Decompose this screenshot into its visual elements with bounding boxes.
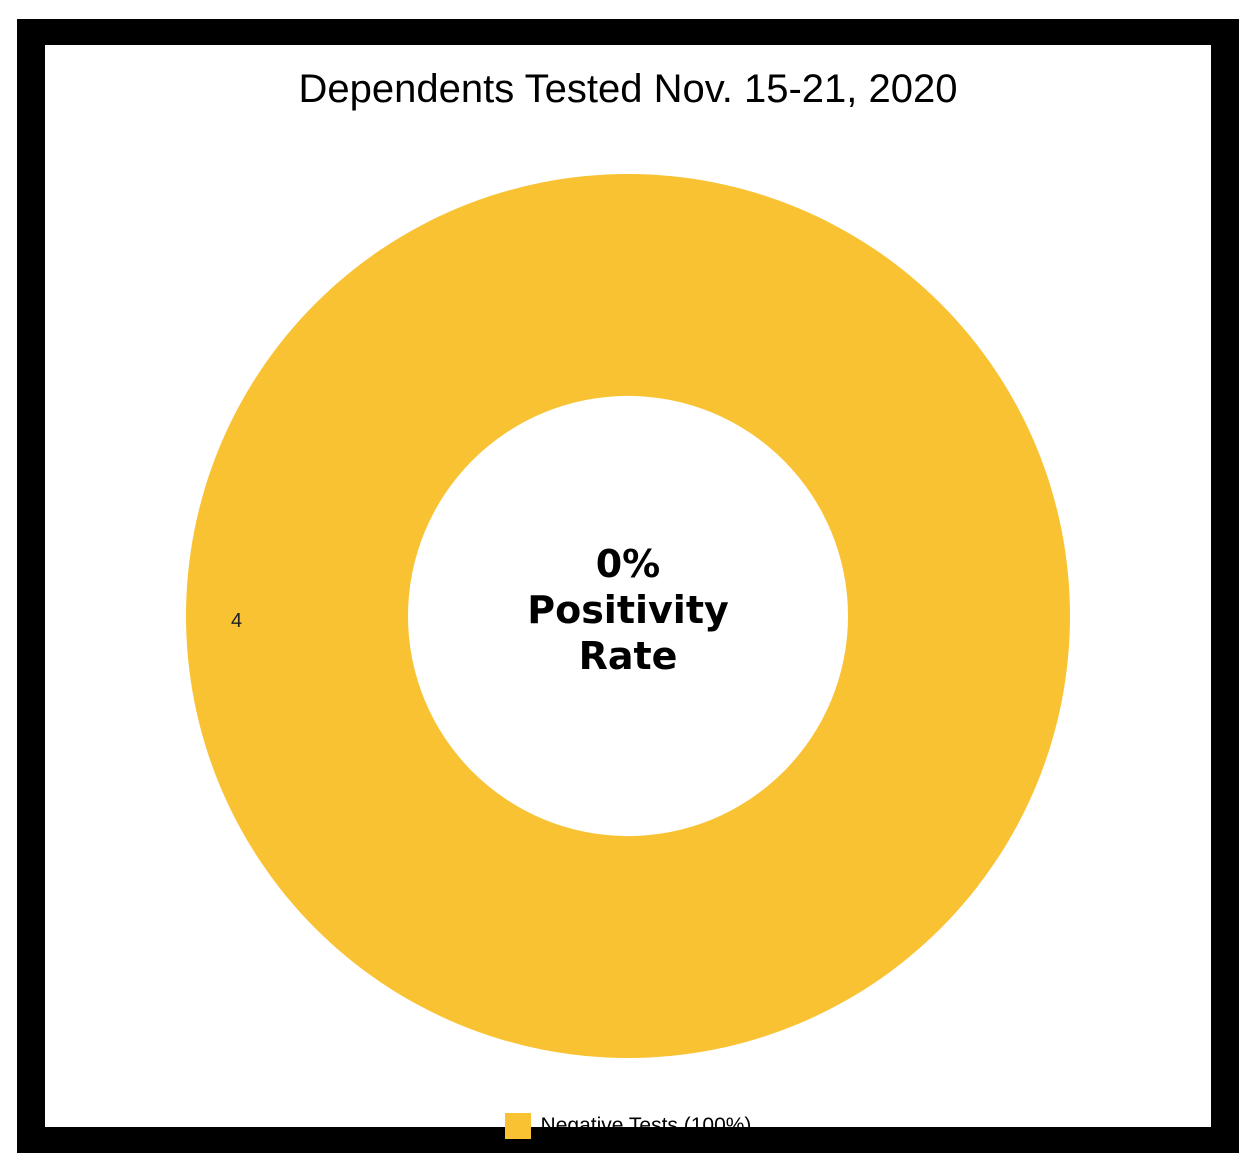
center-label-line-3: Rate	[578, 634, 678, 678]
chart-canvas: Dependents Tested Nov. 15-21, 2020 0% Po…	[45, 45, 1211, 1139]
chart-frame: Dependents Tested Nov. 15-21, 2020 0% Po…	[17, 19, 1239, 1153]
center-label: 0% Positivity Rate	[478, 541, 778, 679]
donut-slices	[186, 174, 1070, 1058]
chart-title: Dependents Tested Nov. 15-21, 2020	[298, 67, 958, 111]
center-label-line-1: 0%	[595, 542, 661, 586]
slice-data-label: 4	[231, 610, 243, 632]
center-label-line-2: Positivity	[527, 588, 729, 632]
legend-swatch-negative	[504, 1113, 531, 1139]
donut-slice-0	[186, 174, 1070, 1058]
legend: Negative Tests (100%)	[45, 1113, 1211, 1139]
donut-chart	[186, 174, 1070, 1058]
legend-label-negative: Negative Tests (100%)	[540, 1114, 752, 1137]
